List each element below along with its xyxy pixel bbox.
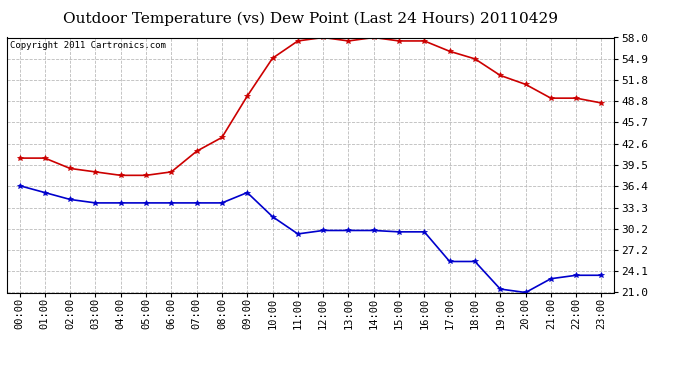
Text: Copyright 2011 Cartronics.com: Copyright 2011 Cartronics.com <box>10 41 166 50</box>
Text: Outdoor Temperature (vs) Dew Point (Last 24 Hours) 20110429: Outdoor Temperature (vs) Dew Point (Last… <box>63 11 558 26</box>
